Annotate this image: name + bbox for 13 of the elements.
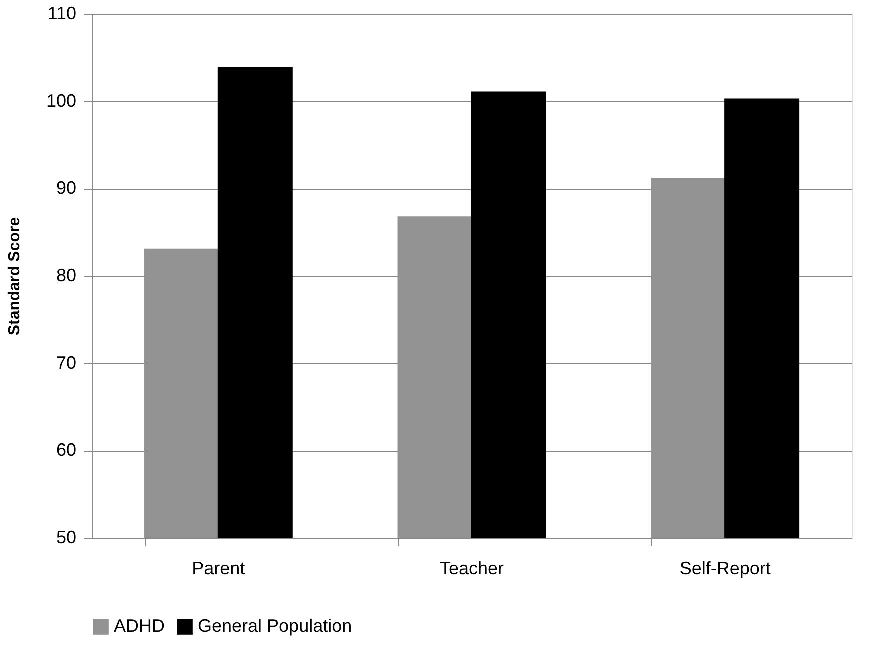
legend-label: General Population [198, 616, 352, 636]
y-tick-label: 70 [56, 352, 76, 373]
x-tick-label: Parent [192, 558, 246, 578]
y-tick-label: 100 [46, 90, 76, 111]
y-axis-title: Standard Score [6, 217, 24, 336]
y-tick-label: 80 [56, 266, 76, 286]
y-tick-label: 50 [56, 528, 76, 548]
y-tick-label: 60 [56, 440, 76, 460]
x-tick-label: Teacher [440, 558, 504, 578]
legend-label: ADHD [114, 616, 166, 636]
y-tick-label: 110 [48, 4, 76, 24]
x-tick-label: Self-Report [680, 558, 771, 578]
y-tick-label: 90 [56, 178, 76, 198]
